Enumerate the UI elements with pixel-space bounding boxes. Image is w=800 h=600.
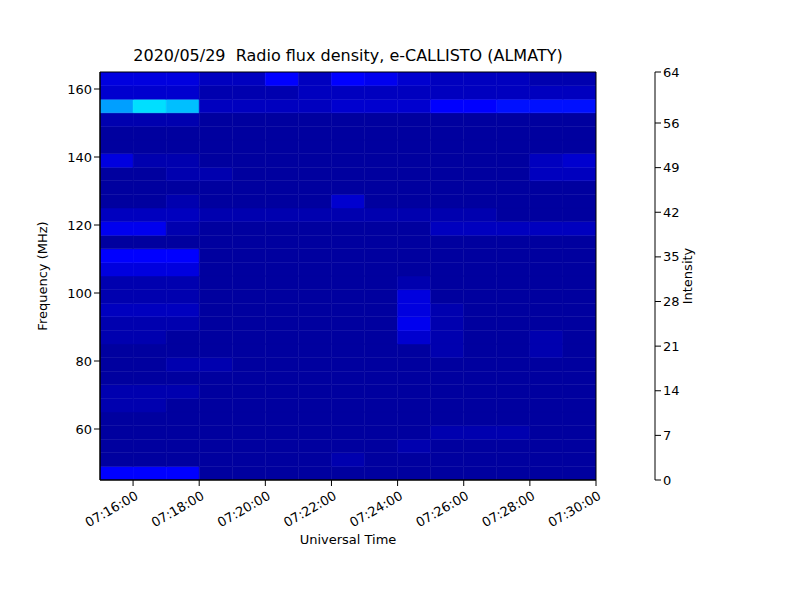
svg-text:60: 60	[75, 422, 92, 437]
svg-text:Frequency (MHz): Frequency (MHz)	[35, 221, 50, 330]
svg-text:80: 80	[75, 354, 92, 369]
html-text:Intensity: Intensity	[680, 247, 695, 305]
svg-text:56: 56	[663, 116, 680, 131]
svg-text:07:28:00: 07:28:00	[479, 488, 537, 530]
svg-text:49: 49	[663, 160, 680, 175]
svg-text:120: 120	[67, 218, 92, 233]
svg-text:28: 28	[663, 294, 680, 309]
html-text:2020/05/29 Radio flux density,: 2020/05/29 Radio flux density, e-CALLIST…	[133, 46, 563, 65]
svg-text:07:20:00: 07:20:00	[215, 488, 273, 530]
svg-text:14: 14	[663, 383, 680, 398]
svg-text:140: 140	[67, 150, 92, 165]
svg-text:100: 100	[67, 286, 92, 301]
svg-text:42: 42	[663, 205, 680, 220]
svg-text:07:22:00: 07:22:00	[281, 488, 339, 530]
svg-text:07:30:00: 07:30:00	[545, 488, 603, 530]
svg-text:07:26:00: 07:26:00	[413, 488, 471, 530]
svg-text:7: 7	[663, 428, 671, 443]
svg-text:0: 0	[663, 473, 671, 488]
svg-text:64: 64	[663, 65, 680, 80]
svg-text:07:18:00: 07:18:00	[149, 488, 207, 530]
svg-text:07:16:00: 07:16:00	[82, 488, 140, 530]
svg-text:21: 21	[663, 339, 680, 354]
svg-text:160: 160	[67, 82, 92, 97]
svg-text:Universal Time: Universal Time	[300, 532, 397, 547]
svg-text:07:24:00: 07:24:00	[347, 488, 405, 530]
svg-text:35: 35	[663, 249, 680, 264]
